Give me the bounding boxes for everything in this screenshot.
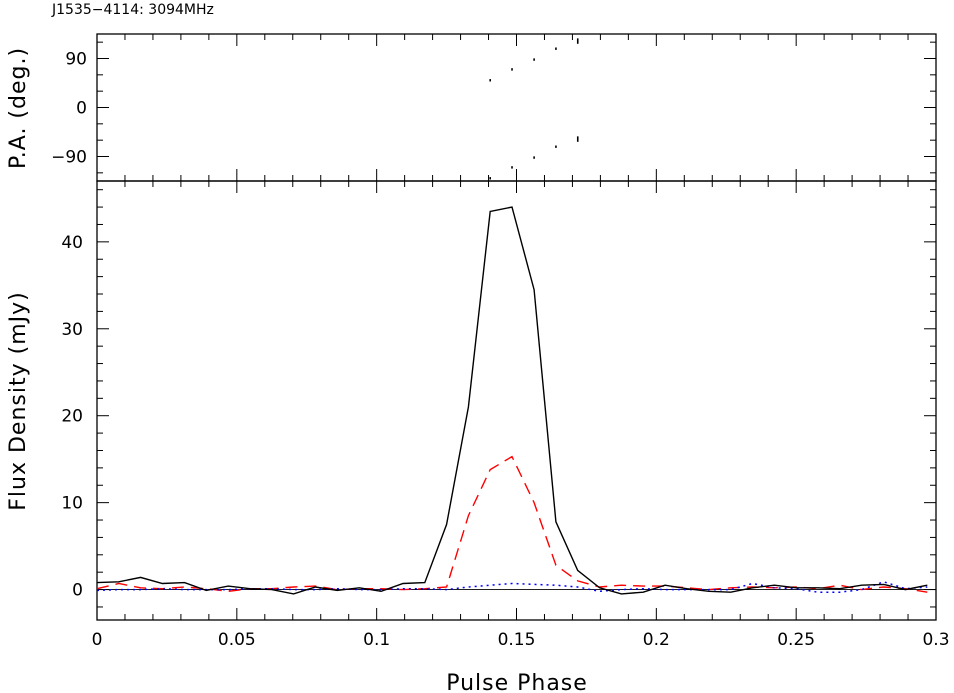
profile-panel-frame <box>96 180 937 621</box>
pa-points <box>489 38 579 180</box>
pa-y-axis-label: P.A. (deg.) <box>6 47 31 169</box>
pa-panel: 90 0 −90 P.A. (deg.) <box>6 33 937 182</box>
pa-y-tick-label: 90 <box>65 50 87 70</box>
series-line-solid <box>96 206 928 595</box>
pa-panel-frame <box>96 33 937 182</box>
x-tick-label: 0 <box>92 630 103 650</box>
pa-y-tick-label: −90 <box>51 148 87 168</box>
profile-series <box>96 206 936 595</box>
profile-y-tick-labels: 0 10 20 30 40 <box>61 233 83 601</box>
x-tick-label: 0.1 <box>363 630 390 650</box>
series-line-dashed <box>96 455 928 593</box>
x-tick-label: 0.05 <box>218 630 256 650</box>
pa-y-tick-label: 0 <box>76 99 87 119</box>
profile-y-tick-label: 30 <box>61 320 83 340</box>
series-line-dotted <box>96 581 928 593</box>
profile-y-tick-label: 20 <box>61 407 83 427</box>
pa-tick-marks <box>96 34 937 181</box>
profile-panel: 0 10 20 30 40 0 0.05 0.1 0.15 0.2 0.25 0.3 Flux De… <box>6 180 950 693</box>
x-tick-label: 0.3 <box>922 630 949 650</box>
profile-x-axis-label: Pulse Phase <box>446 671 588 693</box>
x-tick-label: 0.2 <box>643 630 670 650</box>
profile-y-tick-label: 10 <box>61 494 83 514</box>
x-tick-label: 0.15 <box>498 630 536 650</box>
x-tick-label: 0.25 <box>777 630 815 650</box>
chart-title: J1535−4114: 3094MHz <box>51 2 214 18</box>
profile-y-tick-label: 40 <box>61 233 83 253</box>
profile-x-tick-labels: 0 0.05 0.1 0.15 0.2 0.25 0.3 <box>92 630 950 650</box>
pa-y-tick-labels: 90 0 −90 <box>51 50 87 168</box>
profile-y-axis-label: Flux Density (mJy) <box>6 291 31 510</box>
profile-y-tick-label: 0 <box>72 581 83 601</box>
profile-tick-marks <box>96 181 937 620</box>
